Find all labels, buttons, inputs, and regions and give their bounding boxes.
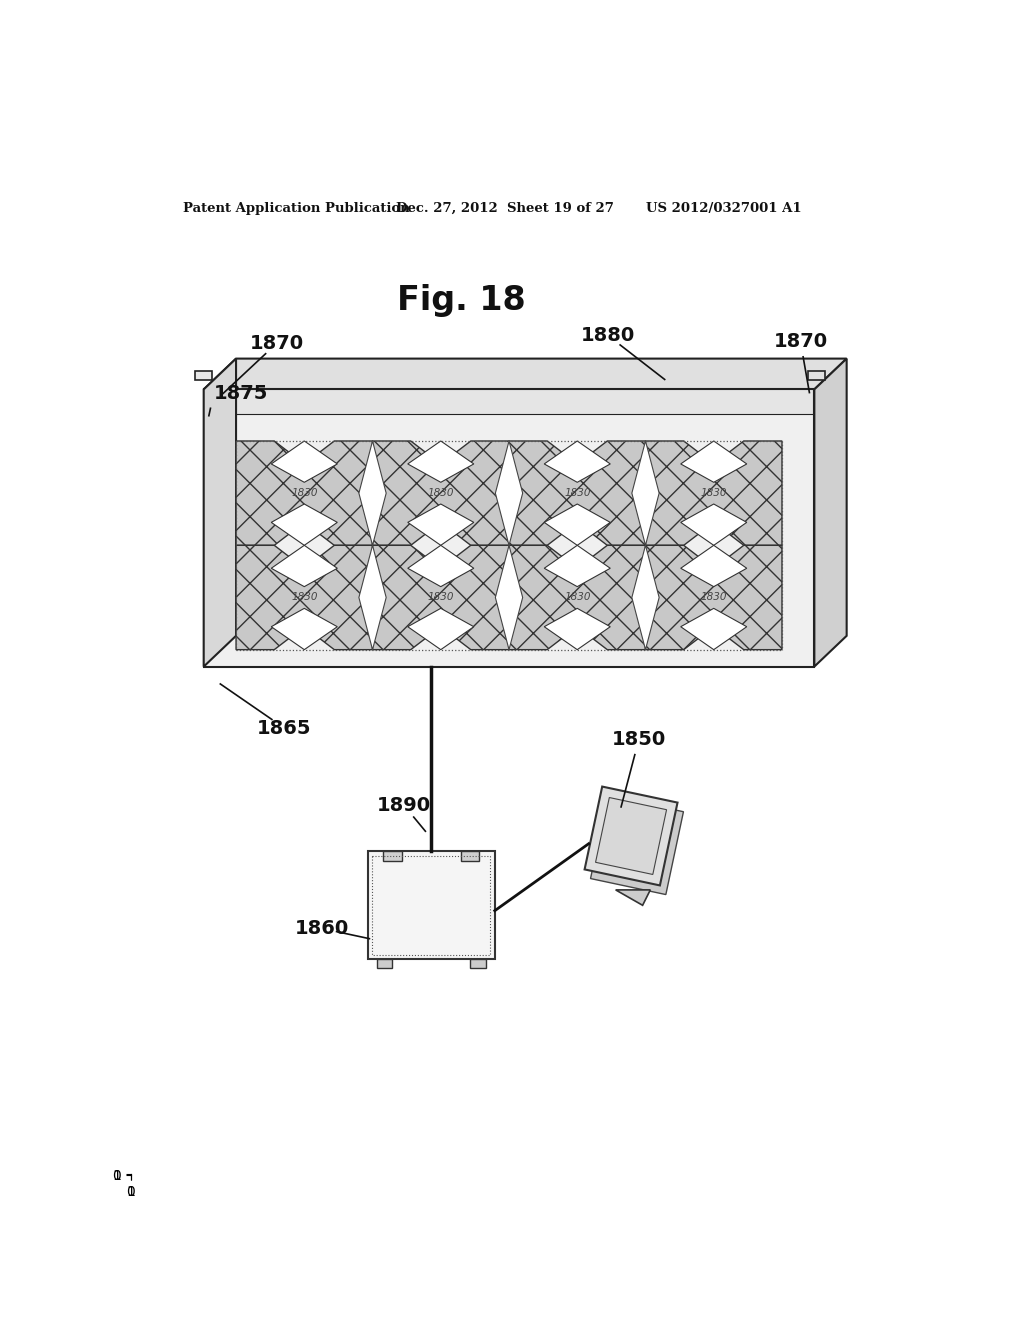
Text: US 2012/0327001 A1: US 2012/0327001 A1: [646, 202, 802, 215]
Text: 1860: 1860: [294, 919, 348, 939]
Text: Patent Application Publication: Patent Application Publication: [183, 202, 410, 215]
Text: 1830: 1830: [564, 593, 591, 602]
Bar: [383, 851, 401, 861]
Polygon shape: [645, 441, 782, 545]
Text: 1830: 1830: [700, 593, 727, 602]
Text: Fig. 18: Fig. 18: [397, 284, 526, 317]
Polygon shape: [358, 545, 386, 649]
Polygon shape: [496, 441, 522, 545]
Polygon shape: [544, 545, 610, 586]
Polygon shape: [496, 545, 522, 649]
Polygon shape: [544, 504, 610, 545]
Text: Dec. 27, 2012  Sheet 19 of 27: Dec. 27, 2012 Sheet 19 of 27: [396, 202, 614, 215]
Polygon shape: [408, 441, 474, 482]
Bar: [808, 371, 825, 380]
Polygon shape: [615, 890, 650, 906]
Text: 1850: 1850: [611, 730, 666, 750]
Bar: [205, 389, 813, 414]
Text: 1870: 1870: [773, 333, 827, 351]
Text: 1830: 1830: [564, 488, 591, 498]
Bar: [461, 851, 479, 861]
Polygon shape: [358, 441, 386, 545]
Polygon shape: [645, 545, 782, 649]
Text: 1875: 1875: [214, 384, 268, 403]
Bar: [368, 851, 495, 960]
Polygon shape: [681, 545, 746, 586]
Text: 1830: 1830: [291, 593, 317, 602]
Polygon shape: [632, 545, 659, 649]
Polygon shape: [509, 545, 645, 649]
Polygon shape: [632, 441, 659, 545]
Polygon shape: [681, 441, 746, 482]
Polygon shape: [373, 545, 509, 649]
Polygon shape: [204, 359, 237, 667]
Polygon shape: [204, 359, 847, 389]
Polygon shape: [814, 359, 847, 667]
Text: 1865: 1865: [257, 718, 312, 738]
Bar: [377, 960, 392, 969]
Text: 1870: 1870: [250, 334, 304, 352]
Polygon shape: [271, 545, 337, 586]
Bar: [470, 960, 485, 969]
Polygon shape: [544, 441, 610, 482]
Text: 1890: 1890: [377, 796, 431, 814]
Polygon shape: [681, 609, 746, 649]
Bar: [204, 389, 814, 667]
Text: 1830: 1830: [291, 488, 317, 498]
Polygon shape: [271, 504, 337, 545]
Text: 1830: 1830: [428, 488, 454, 498]
Polygon shape: [237, 545, 373, 649]
Polygon shape: [596, 797, 667, 874]
Polygon shape: [408, 504, 474, 545]
Polygon shape: [681, 504, 746, 545]
Polygon shape: [271, 609, 337, 649]
Text: 1880: 1880: [581, 326, 635, 345]
Polygon shape: [509, 441, 645, 545]
Polygon shape: [591, 796, 683, 895]
Polygon shape: [585, 787, 678, 886]
Bar: [196, 371, 212, 380]
Text: 1830: 1830: [700, 488, 727, 498]
Polygon shape: [408, 609, 474, 649]
Polygon shape: [544, 609, 610, 649]
Polygon shape: [408, 545, 474, 586]
Polygon shape: [271, 441, 337, 482]
Polygon shape: [237, 441, 373, 545]
Polygon shape: [373, 441, 509, 545]
Text: 1830: 1830: [428, 593, 454, 602]
